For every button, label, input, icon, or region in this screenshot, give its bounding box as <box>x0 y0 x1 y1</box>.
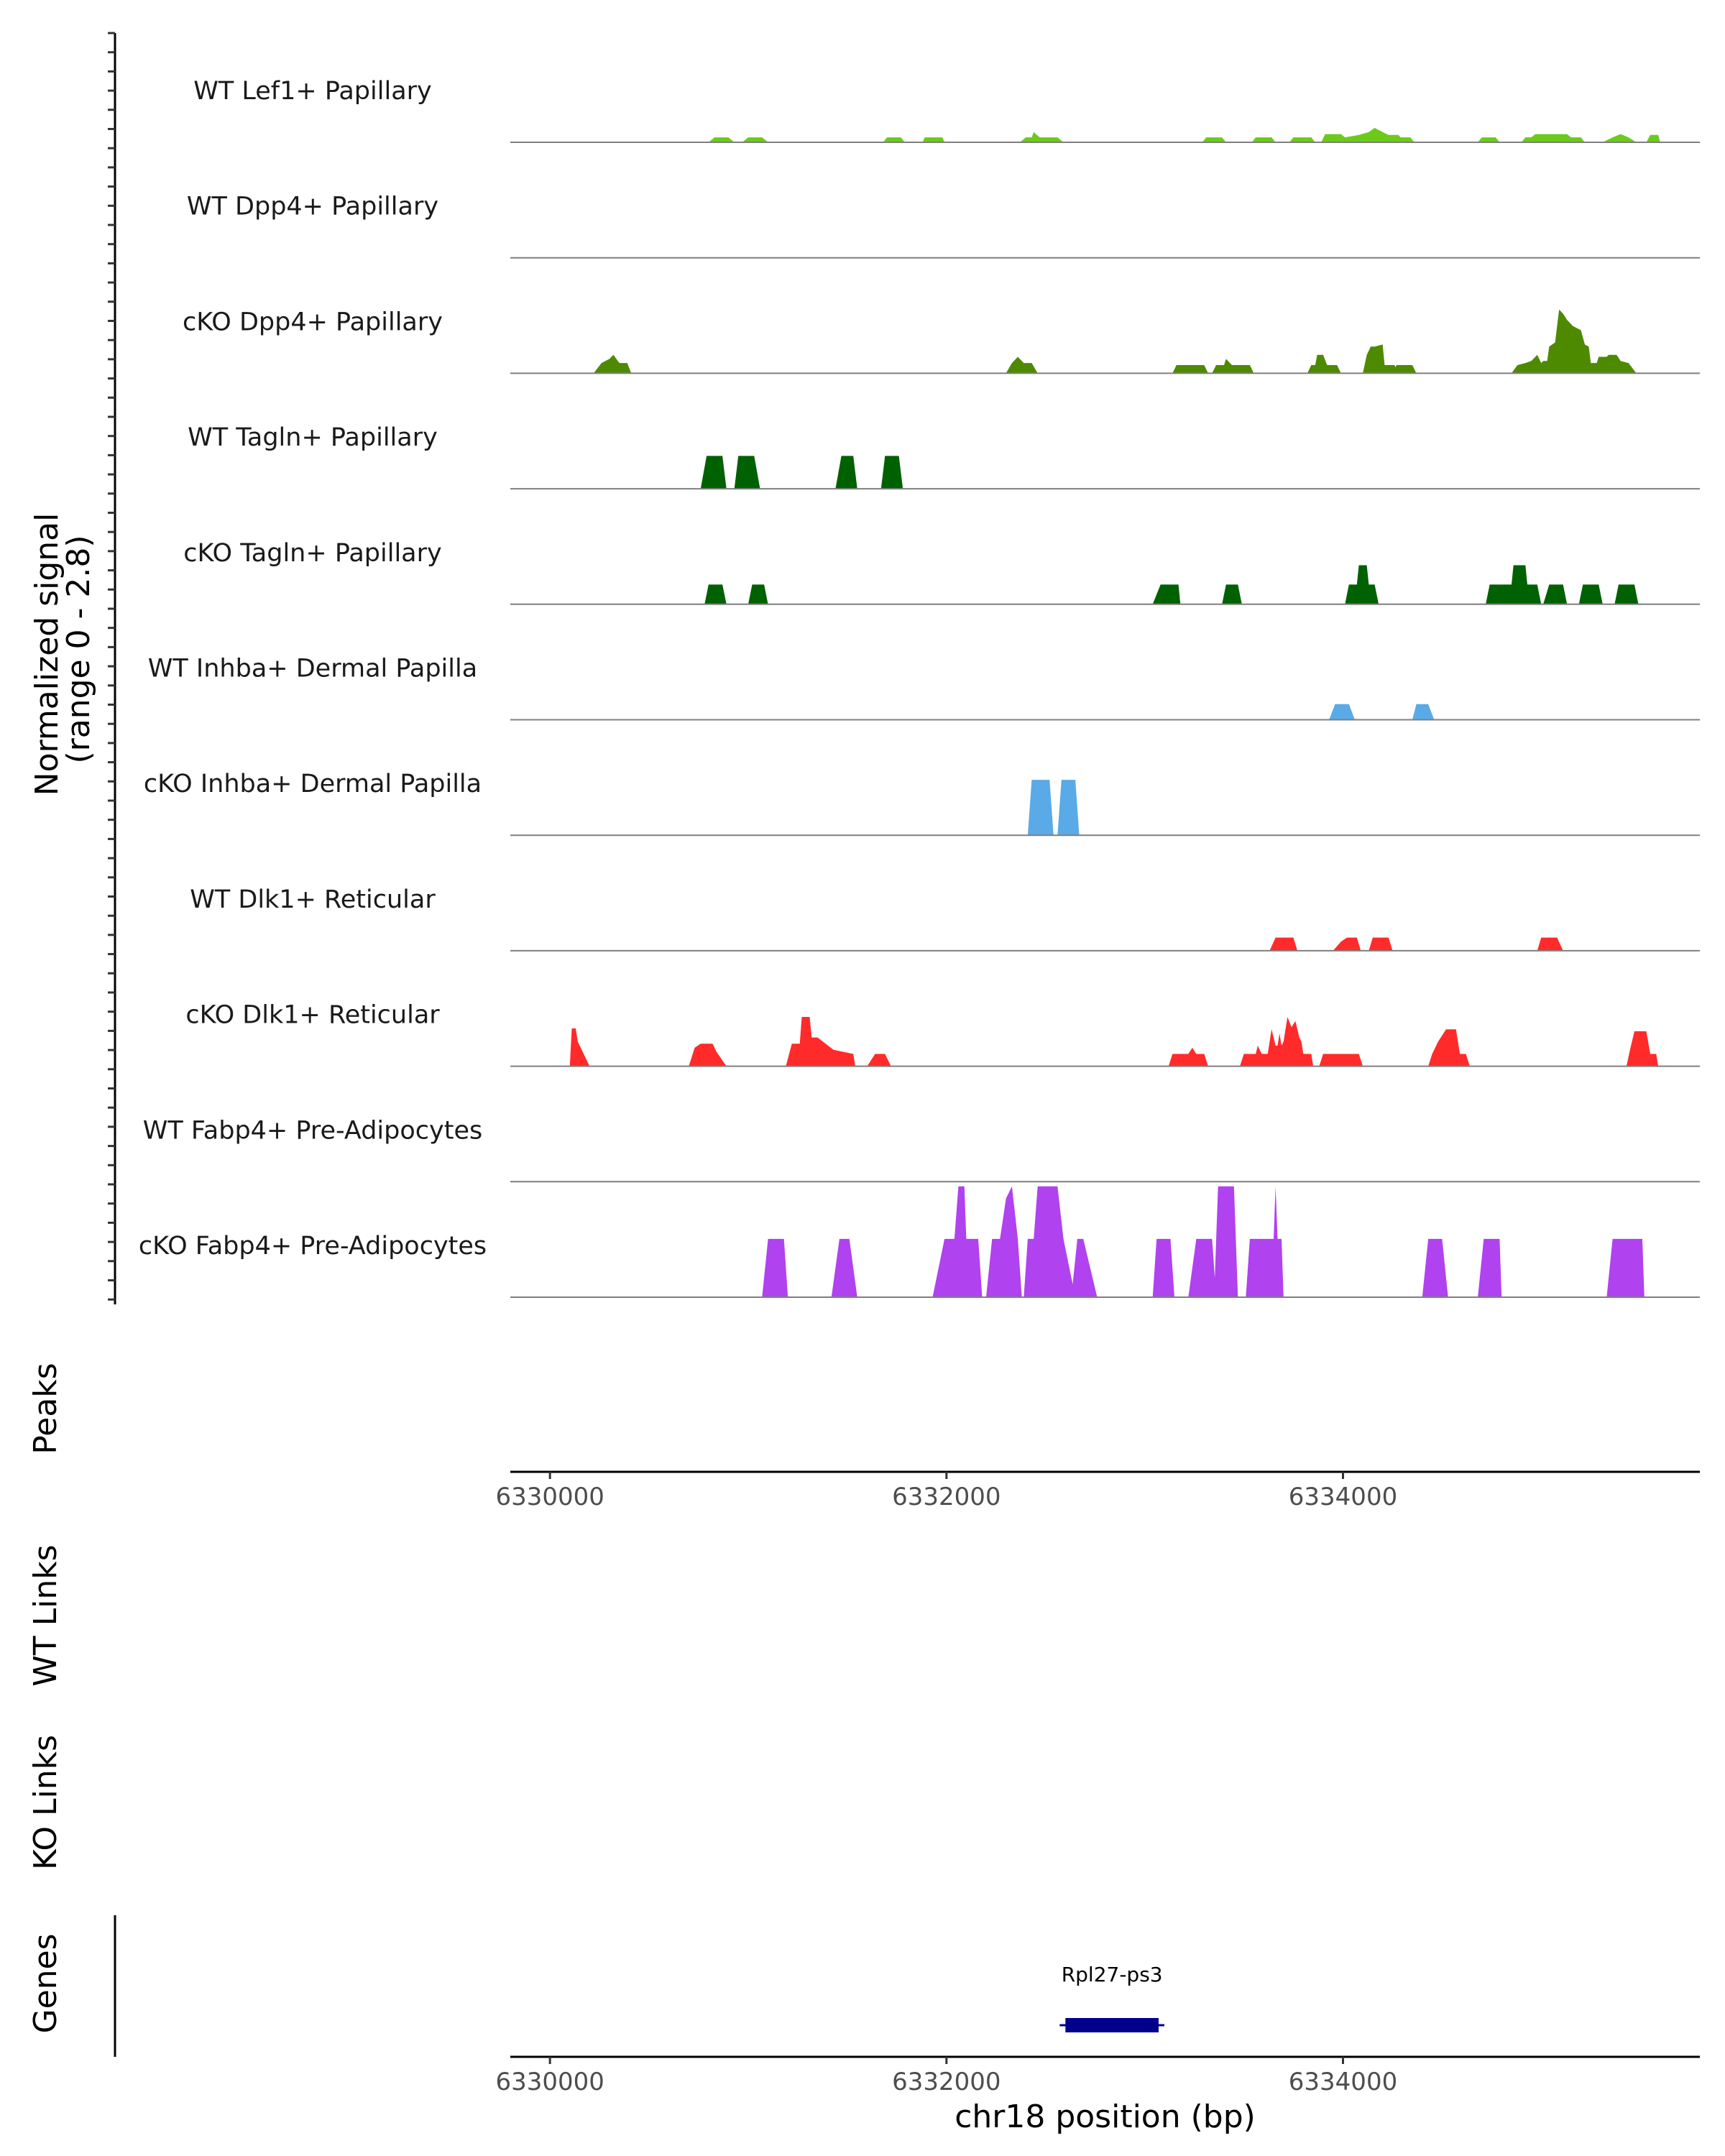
coverage-tracks: WT Lef1+ Papillary WT Dpp4+ Papillary cKO … <box>139 77 1700 1298</box>
signal-area-wt-inhba-dermal-papilla <box>1329 704 1435 720</box>
track-wt-dlk1-reticular: WT Dlk1+ Reticular <box>190 885 1700 952</box>
x-tick-label: 6334000 <box>1289 2068 1397 2096</box>
track-cko-dpp4-papillary: cKO Dpp4+ Papillary <box>183 308 1700 374</box>
x-tick-label: 6332000 <box>892 1483 1000 1511</box>
track-wt-dpp4-papillary: WT Dpp4+ Papillary <box>187 193 1700 259</box>
track-label: cKO Dlk1+ Reticular <box>185 1001 440 1030</box>
signal-y-axis-title-line-2: (range 0 - 2.8) <box>60 535 97 763</box>
track-cko-inhba-dermal-papilla: cKO Inhba+ Dermal Papilla <box>144 770 1700 837</box>
signal-y-axis-title-line-1: Normalized signal <box>29 513 65 796</box>
x-tick-label: 6332000 <box>892 2068 1000 2096</box>
track-wt-tagln-papillary: WT Tagln+ Papillary <box>188 423 1700 490</box>
track-wt-inhba-dermal-papilla: WT Inhba+ Dermal Papilla <box>148 655 1700 721</box>
track-label: WT Dlk1+ Reticular <box>190 885 436 914</box>
x-tick-label: 6330000 <box>495 2068 604 2096</box>
track-cko-fabp4-pre-adipocytes: cKO Fabp4+ Pre-Adipocytes <box>139 1186 1700 1298</box>
peaks-track-label: Peaks <box>27 1363 64 1454</box>
gene-rpl27-ps3: Rpl27-ps3 <box>1059 1963 1164 2032</box>
x-tick-label: 6330000 <box>495 1483 604 1511</box>
track-cko-tagln-papillary: cKO Tagln+ Papillary <box>183 539 1700 605</box>
track-wt-lef1-papillary: WT Lef1+ Papillary <box>193 77 1700 143</box>
signal-area-cko-inhba-dermal-papilla <box>1027 780 1080 836</box>
gene-label: Rpl27-ps3 <box>1062 1963 1163 1986</box>
x-axis-bottom: 6330000 6332000 6334000 <box>495 2055 1700 2096</box>
track-label: cKO Dpp4+ Papillary <box>183 308 443 336</box>
x-tick-label: 6334000 <box>1289 1483 1397 1511</box>
x-axis-top: 6330000 6332000 6334000 <box>495 1470 1700 1511</box>
signal-area-cko-tagln-papillary <box>704 565 1639 604</box>
signal-area-cko-fabp4-pre-adipocytes <box>762 1186 1644 1297</box>
track-wt-fabp4-pre-adipocytes: WT Fabp4+ Pre-Adipocytes <box>143 1116 1700 1183</box>
wt-links-track-label: WT Links <box>27 1544 64 1686</box>
signal-area-cko-dlk1-reticular <box>569 1017 1659 1067</box>
track-label: WT Tagln+ Papillary <box>188 423 438 452</box>
track-label: WT Inhba+ Dermal Papilla <box>148 655 477 683</box>
track-label: cKO Inhba+ Dermal Papilla <box>144 770 482 798</box>
track-label: WT Dpp4+ Papillary <box>187 193 438 221</box>
track-label: cKO Fabp4+ Pre-Adipocytes <box>139 1232 487 1261</box>
track-cko-dlk1-reticular: cKO Dlk1+ Reticular <box>185 1001 1700 1067</box>
signal-y-axis <box>108 32 116 1304</box>
track-label: WT Fabp4+ Pre-Adipocytes <box>143 1116 482 1145</box>
x-axis-title: chr18 position (bp) <box>954 2099 1256 2135</box>
signal-area-wt-dlk1-reticular <box>1269 937 1563 951</box>
signal-area-wt-lef1-papillary <box>708 128 1660 142</box>
ko-links-track-label: KO Links <box>27 1735 64 1870</box>
track-label: cKO Tagln+ Papillary <box>183 539 442 568</box>
track-label: WT Lef1+ Papillary <box>193 77 432 106</box>
signal-area-cko-dpp4-papillary <box>593 309 1637 374</box>
gene-annotations: Rpl27-ps3 <box>1059 1963 1164 2032</box>
signal-y-axis-title: Normalized signal (range 0 - 2.8) <box>29 503 97 796</box>
signal-area-wt-tagln-papillary <box>700 456 903 489</box>
genes-track-label: Genes <box>27 1933 64 2033</box>
